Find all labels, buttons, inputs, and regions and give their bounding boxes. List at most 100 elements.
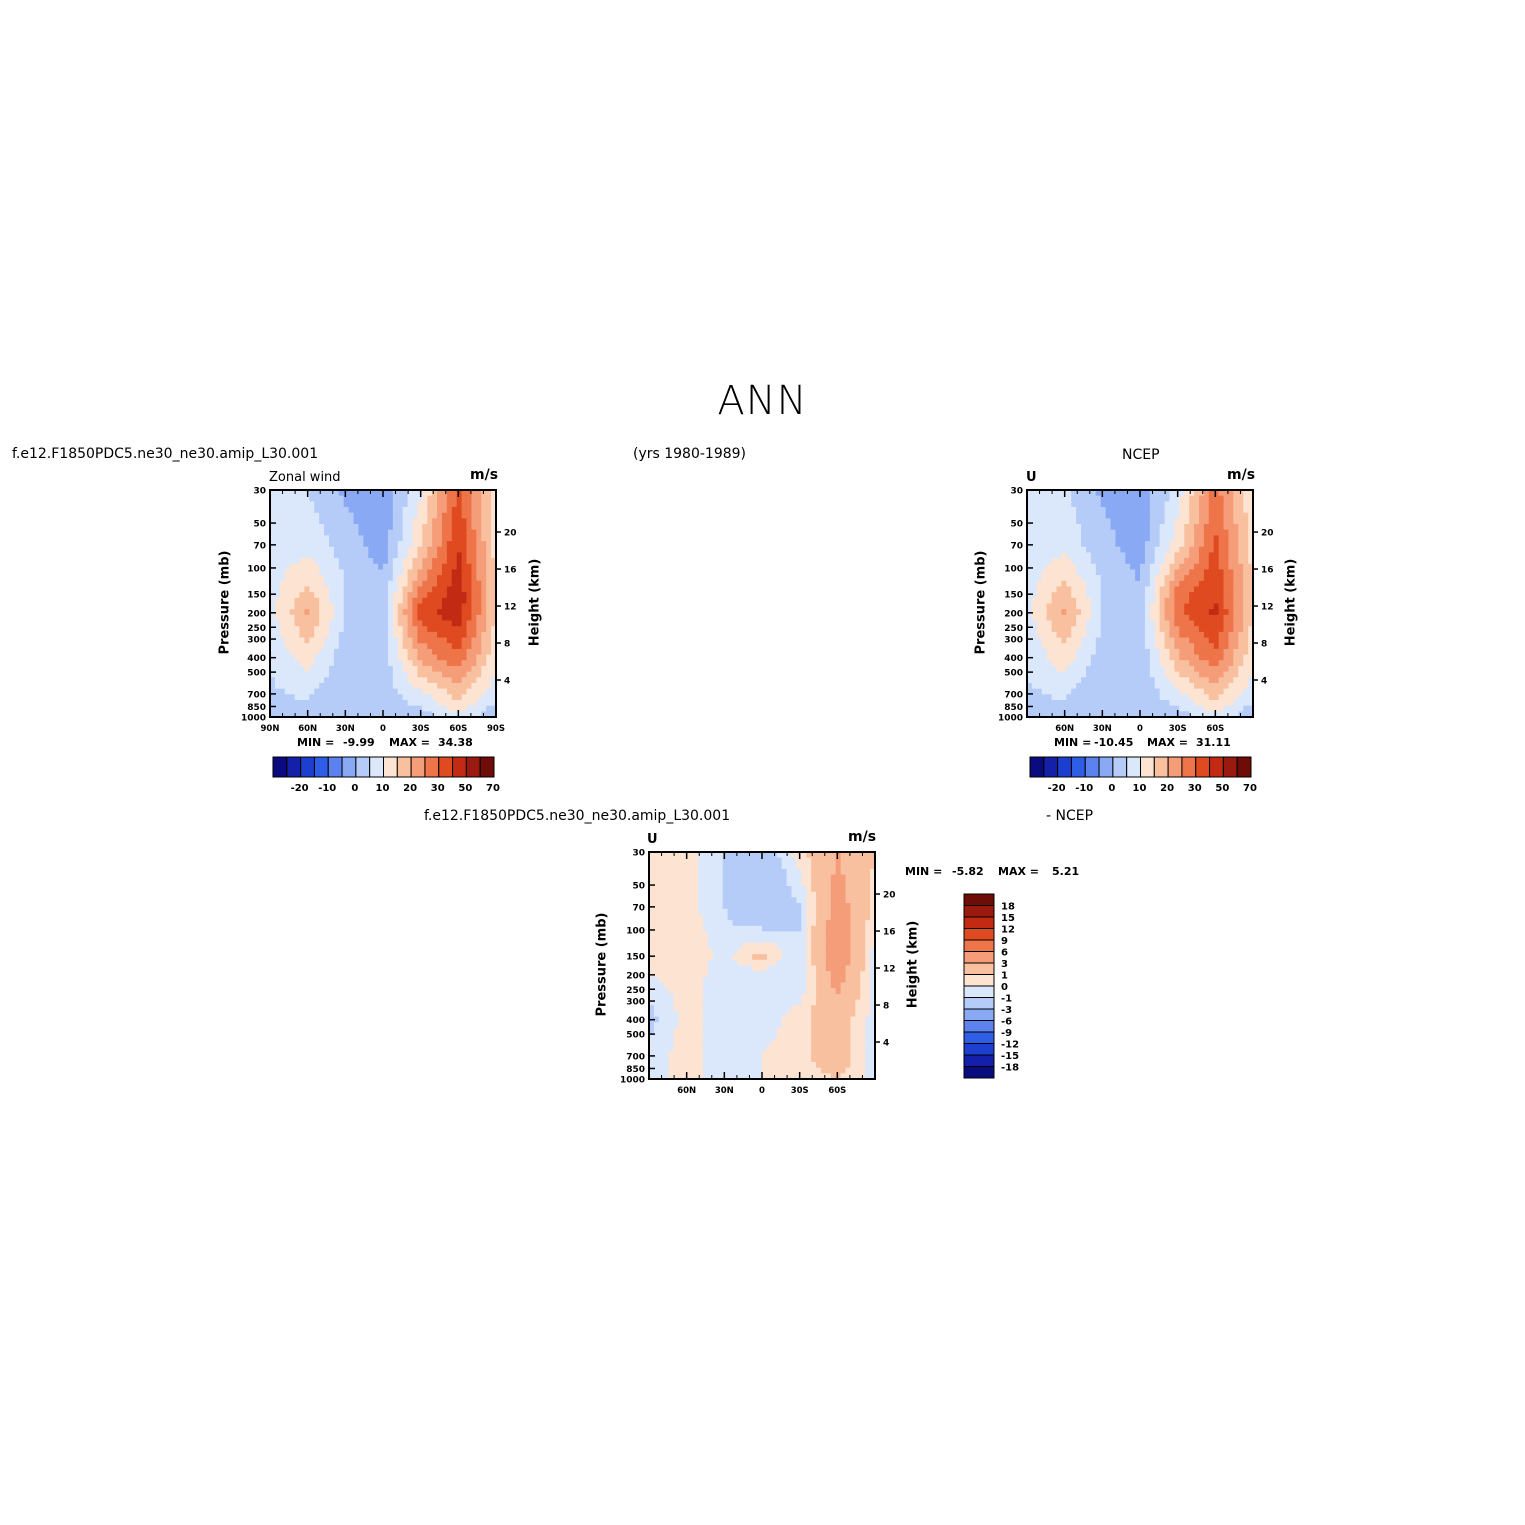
field-cell [1194, 541, 1200, 548]
field-cell [678, 982, 684, 989]
field-cell [698, 863, 704, 870]
field-cell [1218, 558, 1225, 565]
field-cell [771, 942, 778, 950]
field-cell [1184, 694, 1190, 701]
field-cell [1085, 699, 1092, 707]
field-cell [1248, 524, 1254, 531]
field-cell [757, 869, 763, 876]
field-cell [717, 976, 724, 984]
field-cell [806, 897, 812, 904]
field-cell [1031, 558, 1038, 565]
field-cell [348, 580, 355, 588]
field-cell [1105, 541, 1112, 548]
field-cell [1071, 501, 1077, 508]
field-cell [703, 880, 709, 887]
field-cell [387, 529, 394, 536]
field-cell [1041, 546, 1048, 554]
panel2-max-value: 31.11 [1196, 736, 1231, 749]
field-cell [471, 711, 477, 718]
field-cell [1110, 654, 1117, 661]
field-cell [1085, 535, 1092, 542]
field-cell [727, 897, 734, 904]
field-cell [383, 518, 389, 525]
field-cell [427, 575, 433, 582]
field-cell [781, 863, 788, 870]
field-cell [387, 711, 394, 718]
field-cell [373, 609, 379, 616]
field-cell [1159, 699, 1166, 707]
field-cell [304, 648, 310, 656]
field-cell [289, 688, 296, 695]
field-cell [796, 942, 802, 950]
field-cell [299, 558, 305, 565]
field-cell [1189, 603, 1195, 610]
field-cell [319, 529, 325, 536]
field-cell [1095, 705, 1102, 712]
field-cell [781, 954, 788, 961]
field-cell [441, 688, 448, 695]
field-cell [417, 597, 423, 605]
field-cell [771, 976, 778, 984]
field-cell [1140, 626, 1146, 633]
field-cell [328, 614, 335, 622]
field-cell [476, 495, 482, 502]
field-cell [649, 852, 655, 859]
field-cell [766, 886, 773, 893]
field-cell [820, 965, 827, 972]
field-cell [1110, 529, 1117, 536]
field-cell [870, 959, 876, 967]
field-cell [1248, 592, 1254, 599]
field-cell [392, 535, 399, 542]
field-cell [1125, 711, 1131, 718]
field-cell [343, 569, 350, 576]
field-cell [1066, 569, 1072, 576]
field-cell [717, 965, 724, 972]
field-cell [378, 507, 384, 514]
field-cell [649, 908, 655, 916]
field-cell [693, 937, 699, 944]
field-cell [1056, 671, 1062, 678]
field-cell [771, 857, 778, 864]
field-cell [324, 558, 330, 565]
field-cell [392, 552, 399, 559]
field-cell [1189, 660, 1195, 667]
field-cell [1110, 660, 1117, 667]
field-cell [1184, 614, 1190, 622]
field-cell [1056, 677, 1062, 684]
field-cell [1071, 682, 1077, 690]
field-cell [392, 575, 399, 582]
field-cell [353, 654, 360, 661]
field-cell [668, 869, 675, 876]
field-cell [668, 971, 675, 978]
field-cell [1036, 546, 1043, 554]
field-cell [1194, 592, 1200, 599]
field-cell [825, 920, 832, 927]
field-cell [835, 914, 842, 921]
field-cell [392, 671, 399, 678]
field-cell [781, 914, 788, 921]
field-cell [776, 965, 783, 972]
field-cell [737, 937, 743, 944]
field-cell [835, 976, 842, 984]
field-cell [1213, 558, 1220, 565]
field-cell [1105, 575, 1112, 582]
field-cell [742, 954, 748, 961]
field-cell [1041, 614, 1048, 622]
field-cell [1223, 569, 1230, 576]
field-cell [1120, 609, 1126, 616]
field-cell [432, 575, 438, 582]
field-cell [717, 925, 724, 933]
field-cell [1110, 524, 1117, 531]
field-cell [776, 857, 783, 864]
field-cell [737, 971, 743, 978]
field-cell [1130, 643, 1136, 650]
field-cell [801, 976, 807, 984]
field-cell [1095, 541, 1102, 548]
field-cell [1105, 626, 1112, 633]
field-cell [387, 688, 394, 695]
field-cell [289, 620, 296, 627]
field-cell [712, 891, 719, 898]
field-cell [353, 699, 360, 707]
field-cell [270, 665, 276, 673]
field-cell [1228, 597, 1234, 605]
